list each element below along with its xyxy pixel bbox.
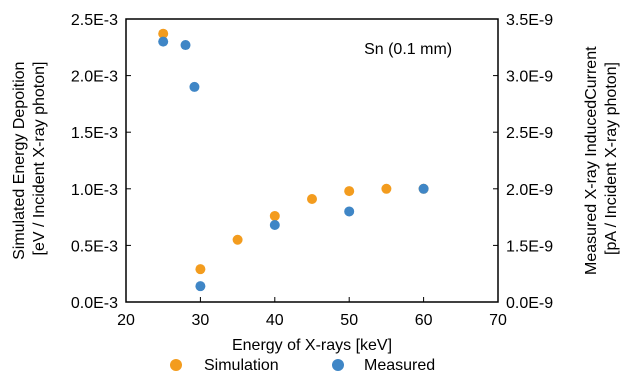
plot-area <box>125 18 499 303</box>
data-point-measured <box>269 220 280 231</box>
y2-tick-label: 3.0E-9 <box>506 69 553 86</box>
y2-tick-label: 1.5E-9 <box>506 238 553 255</box>
y2-axis-label: Measured X-ray InducedCurrent [pA / Inci… <box>583 42 620 275</box>
y2-tick-label: 3.5E-9 <box>506 12 553 29</box>
data-point-simulation <box>158 28 169 39</box>
y2-axis-label-line-1: Measured X-ray InducedCurrent <box>583 46 600 275</box>
x-tick-label: 50 <box>340 312 358 329</box>
data-point-simulation <box>381 183 392 194</box>
y-tick-label: 2.0E-3 <box>71 69 118 86</box>
data-point-measured <box>195 281 206 292</box>
y-axis-label-line-1: Simulated Energy Depoition <box>11 62 28 260</box>
legend: Simulation Measured <box>170 357 435 374</box>
y2-tick-label: 2.0E-9 <box>506 182 553 199</box>
legend-marker-simulation <box>170 359 182 371</box>
x-tick-label: 70 <box>489 312 507 329</box>
data-point-measured <box>418 183 429 194</box>
y-tick-label: 0.5E-3 <box>71 238 118 255</box>
y-axis-label-line-2: [eV / Incident X-ray photon] <box>31 62 48 256</box>
data-point-simulation <box>344 186 355 197</box>
y-tick-label: 0.0E-3 <box>71 295 118 312</box>
data-point-measured <box>158 36 169 47</box>
x-tick-label: 20 <box>117 312 135 329</box>
data-point-simulation <box>307 193 317 204</box>
y2-axis-label-line-2: [pA / Incident X-ray photon] <box>603 62 620 255</box>
y-tick-label: 1.5E-3 <box>71 125 118 142</box>
data-point-measured <box>189 81 200 92</box>
data-point-measured <box>180 40 191 51</box>
y2-tick-label: 2.5E-9 <box>506 125 553 142</box>
x-axis-ticks: 20 30 40 50 60 70 <box>117 297 507 329</box>
data-point-simulation <box>195 264 206 275</box>
y2-tick-label: 0.0E-9 <box>506 295 553 312</box>
y2-axis-ticks: 0.0E-9 1.5E-9 2.0E-9 2.5E-9 3.0E-9 3.5E-9 <box>493 12 553 312</box>
data-point-measured <box>344 206 355 217</box>
data-points <box>158 28 429 292</box>
chart-annotation: Sn (0.1 mm) <box>364 41 452 58</box>
legend-marker-measured <box>332 359 344 371</box>
legend-label-simulation: Simulation <box>204 357 279 374</box>
x-axis-label: Energy of X-rays [keV] <box>232 337 392 354</box>
y-tick-label: 2.5E-3 <box>71 12 118 29</box>
x-tick-label: 30 <box>192 312 210 329</box>
y-tick-label: 1.0E-3 <box>71 182 118 199</box>
y-axis-label: Simulated Energy Depoition [eV / Inciden… <box>11 57 48 260</box>
legend-label-measured: Measured <box>364 357 435 374</box>
x-tick-label: 40 <box>266 312 284 329</box>
data-point-simulation <box>232 234 243 245</box>
data-point-simulation <box>269 210 280 221</box>
x-tick-label: 60 <box>415 312 433 329</box>
y-axis-ticks: 0.0E-3 0.5E-3 1.0E-3 1.5E-3 2.0E-3 2.5E-3 <box>71 12 131 312</box>
